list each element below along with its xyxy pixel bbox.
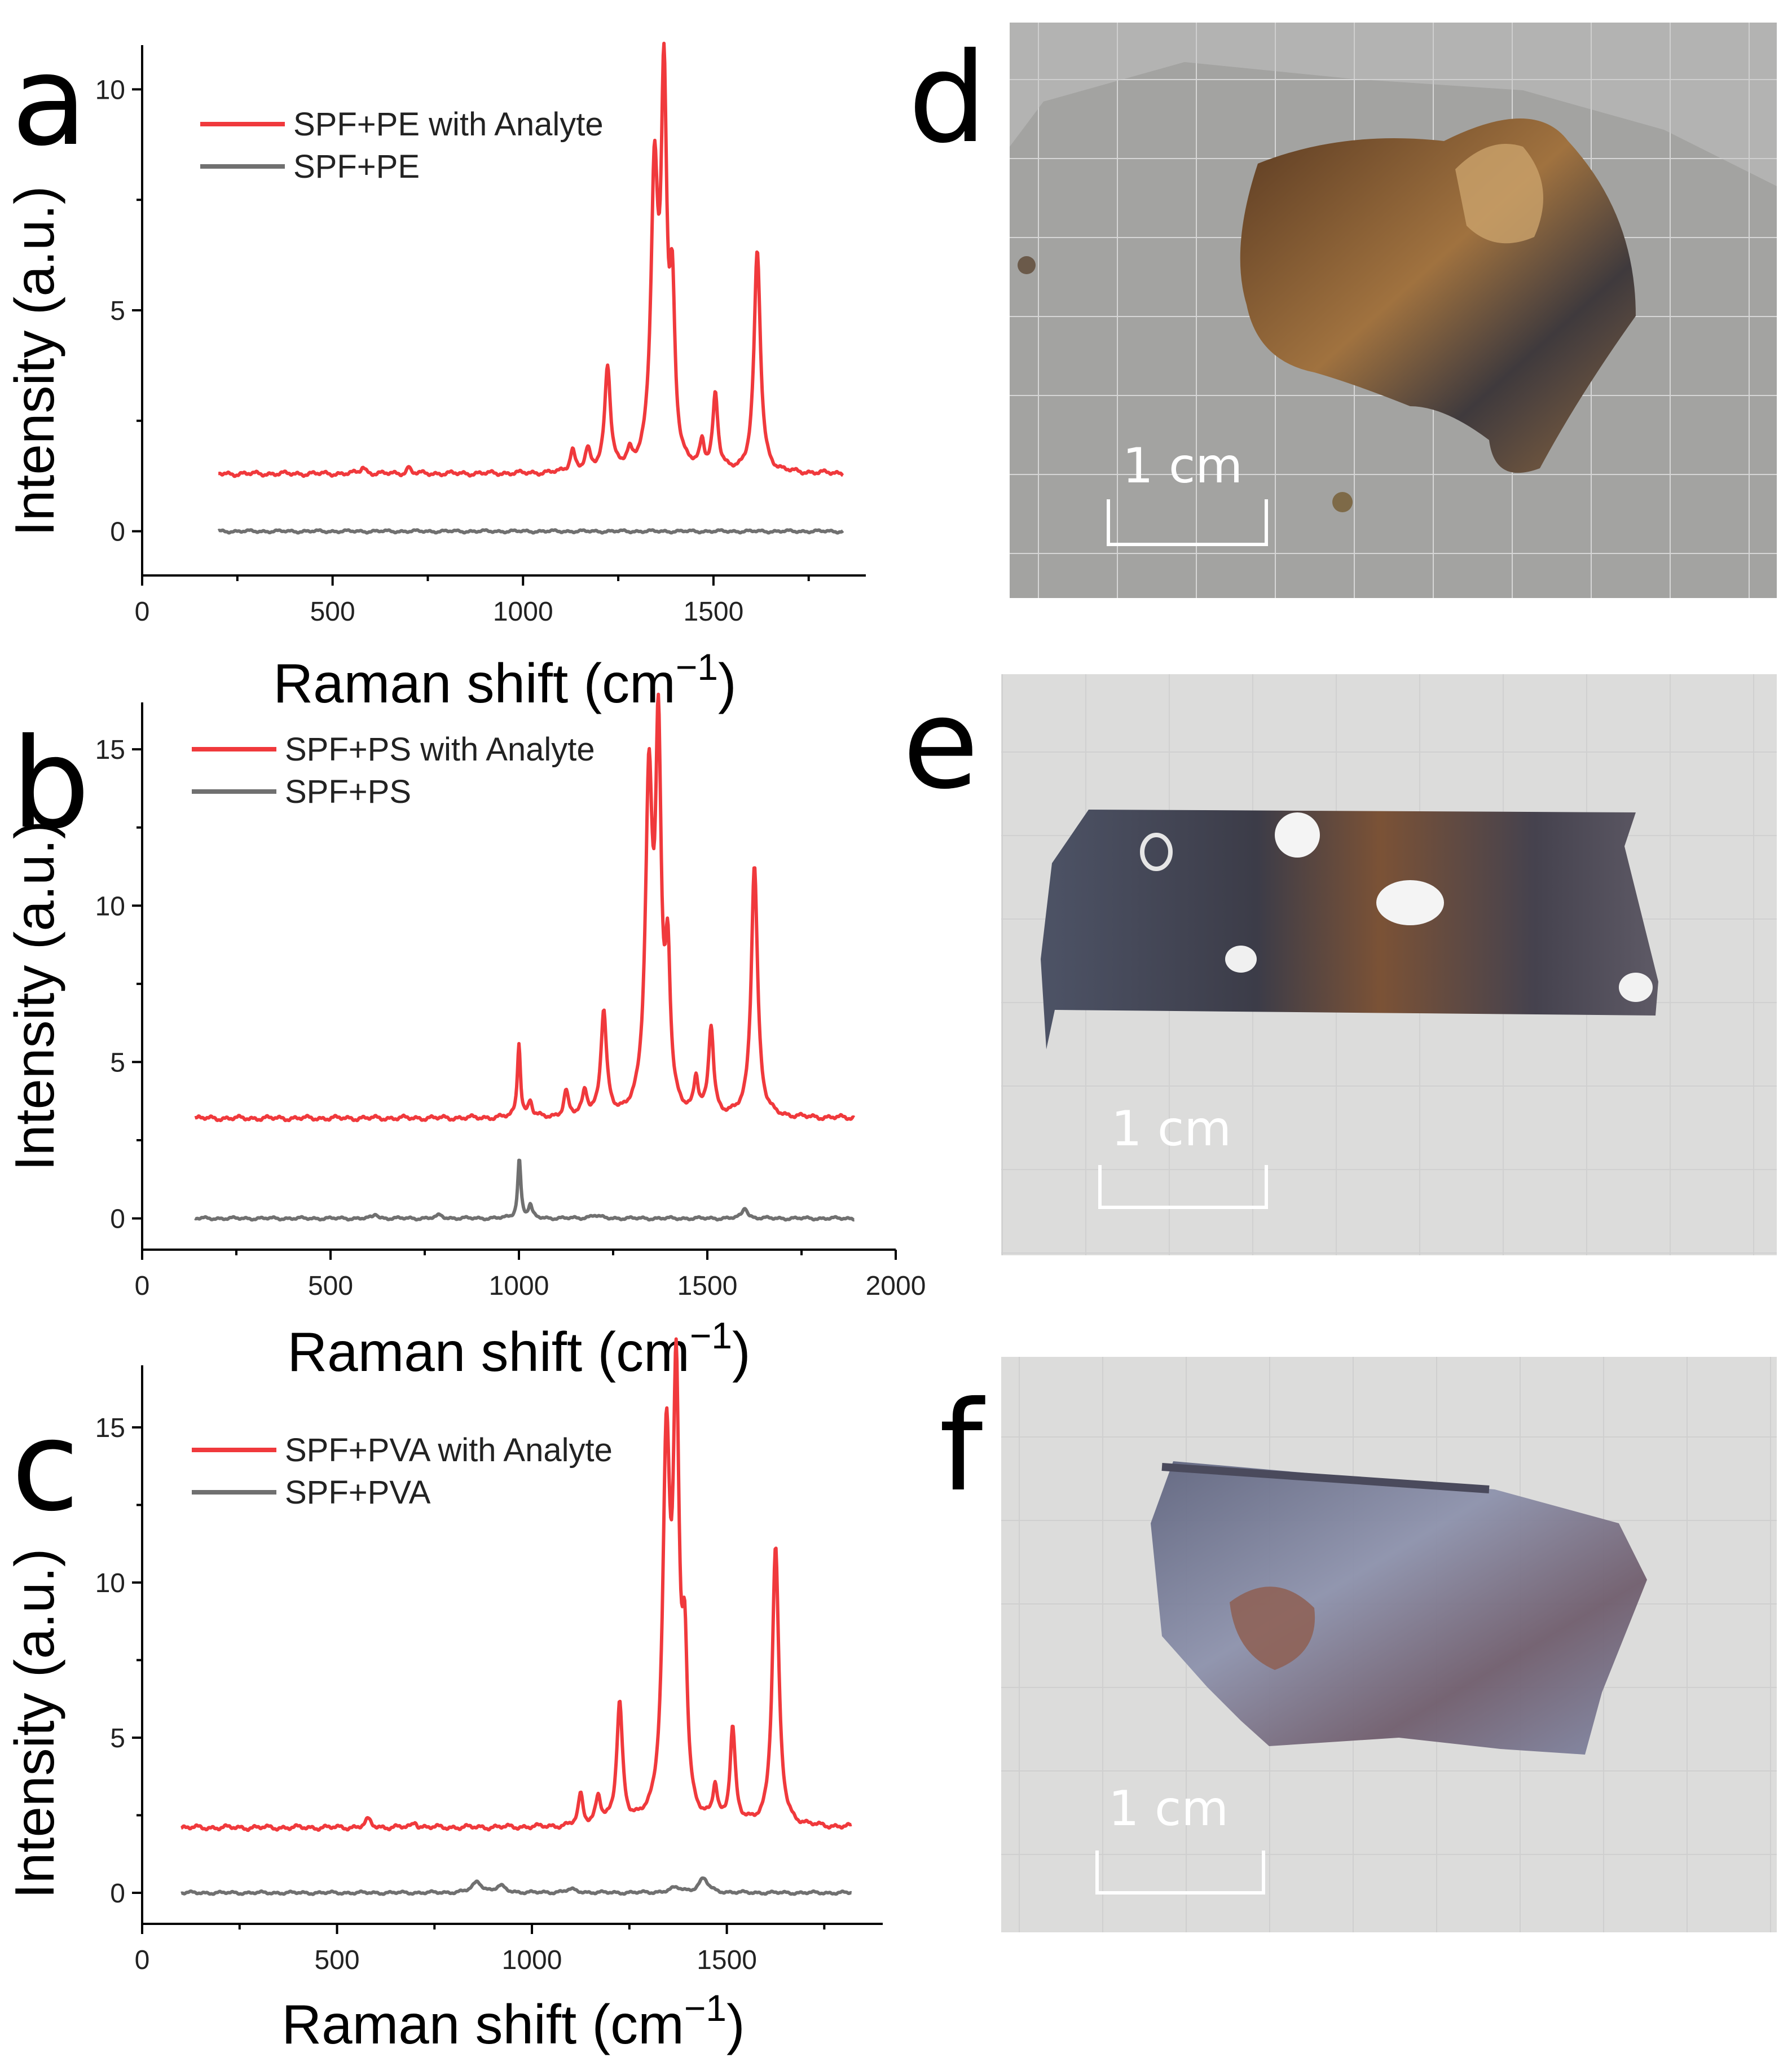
photo-e-foil [1041,810,1658,1049]
x-tick-label-a: 1500 [684,597,744,627]
x-tick-label-c: 1500 [697,1945,757,1975]
panel-letter-f: f [939,1374,985,1519]
photo-panel-f: f 1 cm [939,1357,1777,1932]
scale-bar-e [1098,1165,1268,1209]
x-tick-label-c: 0 [135,1945,150,1975]
chart-panel-a: a 0 500 1000 1500 0 5 10 Intensity (a.u.) Rama… [3,29,866,714]
y-axis-label-c: Intensity (a.u.) [3,1549,65,1899]
x-tick-label-b: 500 [308,1271,353,1301]
x-tick-label-b: 1000 [489,1271,549,1301]
scale-bar-d [1107,499,1268,546]
photo-panel-d: d 1 cm [908,23,1777,598]
y-tick-label-a: 10 [95,75,125,105]
photo-e-hole [1619,973,1653,1002]
series-line-c-analyte [180,1337,853,1832]
series-line-a-analyte [217,41,844,478]
photo-e-ring [1140,833,1173,871]
scale-label-e: 1 cm [1111,1101,1231,1157]
photo-d-film [1010,23,1777,186]
legend-a: SPF+PE with Analyte SPF+PE [200,106,604,185]
photo-e-hole [1225,946,1257,973]
x-tick-label-c: 500 [314,1945,359,1975]
x-tick-label-c: 1000 [502,1945,562,1975]
scale-label-f: 1 cm [1108,1781,1229,1837]
panel-letter-a: a [11,29,87,173]
plot-area-c: 0 500 1000 1500 0 5 10 15 [95,1337,883,1975]
chart-panel-c: c 0 500 1000 1500 0 5 10 15 Intensity (a.u.) Ra… [3,1337,883,2055]
x-tick-label-a: 1000 [493,597,553,627]
series-line-b-analyte [193,692,856,1123]
y-tick-label-b: 5 [110,1048,125,1078]
y-tick-label-c: 0 [110,1879,125,1909]
x-tick-label-b: 2000 [866,1271,926,1301]
y-tick-label-a: 5 [110,296,125,326]
x-tick-label-a: 0 [135,597,150,627]
x-tick-label-b: 0 [135,1271,150,1301]
plot-area-a: 0 500 1000 1500 0 5 10 [95,41,866,627]
x-tick-label-a: 500 [310,597,355,627]
legend-label-a-blank: SPF+PE [293,148,420,185]
chart-panel-b: b 0 500 1000 1500 2000 0 5 10 15 Intensity (a.u.… [3,692,926,1383]
legend-c: SPF+PVA with Analyte SPF+PVA [192,1432,613,1511]
photo-e-hole [1376,880,1444,925]
plot-area-b: 0 500 1000 1500 2000 0 5 10 15 [95,692,926,1301]
scale-label-d: 1 cm [1122,438,1243,494]
scale-bar-f [1095,1851,1265,1895]
legend-label-a-analyte: SPF+PE with Analyte [293,106,604,143]
y-tick-label-b: 0 [110,1205,125,1234]
y-tick-label-a: 0 [110,517,125,547]
x-axis-label-b: Raman shift (cm−1) [287,1315,750,1383]
photo-e-hole [1275,812,1320,858]
series-line-a-blank [217,528,844,535]
legend-label-c-analyte: SPF+PVA with Analyte [285,1432,613,1469]
legend-label-b-blank: SPF+PS [285,773,411,810]
legend-label-c-blank: SPF+PVA [285,1474,431,1511]
photo-f-copper-patch [1230,1586,1315,1670]
series-line-c-blank [180,1876,853,1896]
y-axis-label-a: Intensity (a.u.) [3,186,65,537]
x-axis-label-a: Raman shift (cm−1) [273,646,736,714]
x-axis-label-c: Raman shift (cm−1) [281,1987,745,2055]
y-tick-label-c: 5 [110,1724,125,1753]
y-axis-label-b: Intensity (a.u.) [3,821,65,1171]
panel-letter-e: e [902,672,979,816]
photo-d-foil-highlight [1455,144,1543,244]
panel-letter-c: c [11,1394,80,1539]
photo-panel-e: e 1 cm [902,672,1777,1255]
series-line-b-blank [193,1158,856,1222]
y-tick-label-b: 15 [95,735,125,765]
photo-f-foil [1151,1461,1647,1755]
photo-d-fleck [1332,492,1353,512]
panel-letter-d: d [908,26,987,170]
legend-label-b-analyte: SPF+PS with Analyte [285,731,595,768]
photo-d-fleck [1018,256,1036,274]
photo-f-edge [1161,1463,1490,1493]
panel-letter-b: b [11,711,90,856]
y-tick-label-c: 10 [95,1568,125,1598]
y-tick-label-b: 10 [95,891,125,921]
y-tick-label-c: 15 [95,1413,125,1443]
legend-b: SPF+PS with Analyte SPF+PS [192,731,595,810]
x-tick-label-b: 1500 [677,1271,738,1301]
